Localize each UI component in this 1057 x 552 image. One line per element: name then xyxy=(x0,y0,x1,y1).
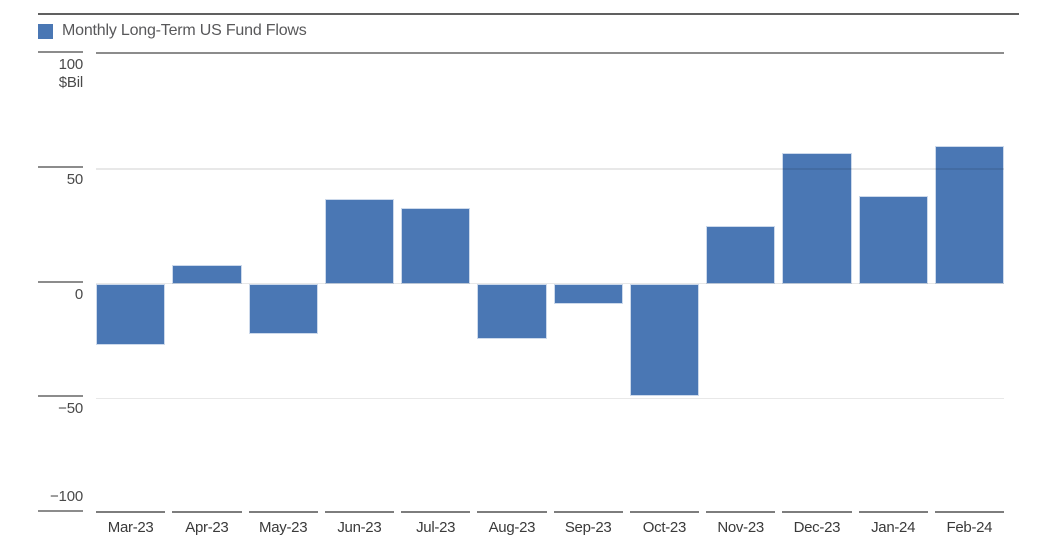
legend-label: Monthly Long-Term US Fund Flows xyxy=(62,22,307,39)
y-tick-line xyxy=(38,395,83,398)
x-tick-cell: Aug-23 xyxy=(477,511,547,537)
gridline xyxy=(96,397,1004,399)
bar-Apr-23 xyxy=(172,265,242,284)
x-tick-label: Mar-23 xyxy=(107,519,154,536)
x-tick-label: Apr-23 xyxy=(185,519,229,536)
bar-Feb-24 xyxy=(934,145,1004,284)
bar-Aug-23 xyxy=(477,283,547,339)
y-tick-line xyxy=(38,510,83,512)
y-axis: 100 $Bil 50 0 −50 −100 xyxy=(38,0,83,552)
bar-May-23 xyxy=(248,283,318,334)
bar-slot xyxy=(782,54,852,513)
plot-area xyxy=(96,52,1004,513)
legend-swatch xyxy=(38,23,53,39)
bar-Nov-23 xyxy=(706,226,776,284)
x-tick-cell: Oct-23 xyxy=(629,511,699,537)
bar-slot xyxy=(858,54,928,513)
x-tick-label: Jul-23 xyxy=(416,519,456,536)
x-tick-label: Aug-23 xyxy=(488,519,536,536)
gridline xyxy=(96,282,1004,285)
x-tick-cell: Nov-23 xyxy=(706,511,776,537)
y-tick-line xyxy=(38,165,83,168)
x-tick-label: Sep-23 xyxy=(564,519,612,536)
gridline xyxy=(96,168,1004,170)
x-tick-cell: May-23 xyxy=(248,511,318,537)
x-tick-cell: Jul-23 xyxy=(401,511,471,537)
x-tick-label: Oct-23 xyxy=(642,519,687,536)
x-tick-cell: Dec-23 xyxy=(782,511,852,537)
x-tick-label: Jun-23 xyxy=(337,519,382,536)
bar-slot xyxy=(553,54,623,513)
x-tick-label: Jan-24 xyxy=(871,519,916,536)
bar-Mar-23 xyxy=(96,283,166,346)
x-tick-label: Nov-23 xyxy=(717,519,764,536)
x-tick-cell: Apr-23 xyxy=(172,511,242,537)
bar-Sep-23 xyxy=(553,283,623,305)
y-tick-label: −100 xyxy=(50,488,83,505)
x-tick-cell: Jun-23 xyxy=(324,511,394,537)
y-axis-unit-label: $Bil xyxy=(58,74,83,91)
y-tick-label: 50 xyxy=(66,170,84,188)
x-tick-label: May-23 xyxy=(259,519,308,536)
bar-Oct-23 xyxy=(629,283,699,396)
bar-slot xyxy=(477,54,547,513)
bar-Jun-23 xyxy=(324,198,394,284)
y-tick-label: 0 xyxy=(74,285,83,303)
bar-slot xyxy=(248,54,318,513)
bar-Jul-23 xyxy=(401,207,471,284)
x-tick-cell: Mar-23 xyxy=(96,511,166,537)
x-tick-label: Dec-23 xyxy=(793,519,841,536)
bar-slot xyxy=(706,54,776,513)
bar-slot xyxy=(629,54,699,513)
x-axis: Mar-23 Apr-23 May-23 Jun-23 Jul-23 Aug-23 Sep-… xyxy=(96,511,1004,537)
bar-slot xyxy=(401,54,471,513)
x-tick-cell: Jan-24 xyxy=(858,511,928,537)
bar-slot xyxy=(934,54,1004,513)
bar-slot xyxy=(324,54,394,513)
x-tick-cell: Feb-24 xyxy=(934,511,1004,537)
x-tick-label: Feb-24 xyxy=(946,519,993,536)
bar-slot xyxy=(96,54,166,513)
chart-top-border xyxy=(38,13,1019,15)
bar-Jan-24 xyxy=(858,196,928,284)
bar-Dec-23 xyxy=(782,152,852,284)
y-tick-line xyxy=(38,51,83,53)
y-tick-label: 100 xyxy=(58,56,84,73)
bar-slot xyxy=(172,54,242,513)
bars-container xyxy=(96,54,1004,513)
legend: Monthly Long-Term US Fund Flows xyxy=(38,22,307,40)
y-tick-line xyxy=(38,280,83,283)
x-tick-cell: Sep-23 xyxy=(553,511,623,537)
y-tick-label: −50 xyxy=(58,400,83,418)
